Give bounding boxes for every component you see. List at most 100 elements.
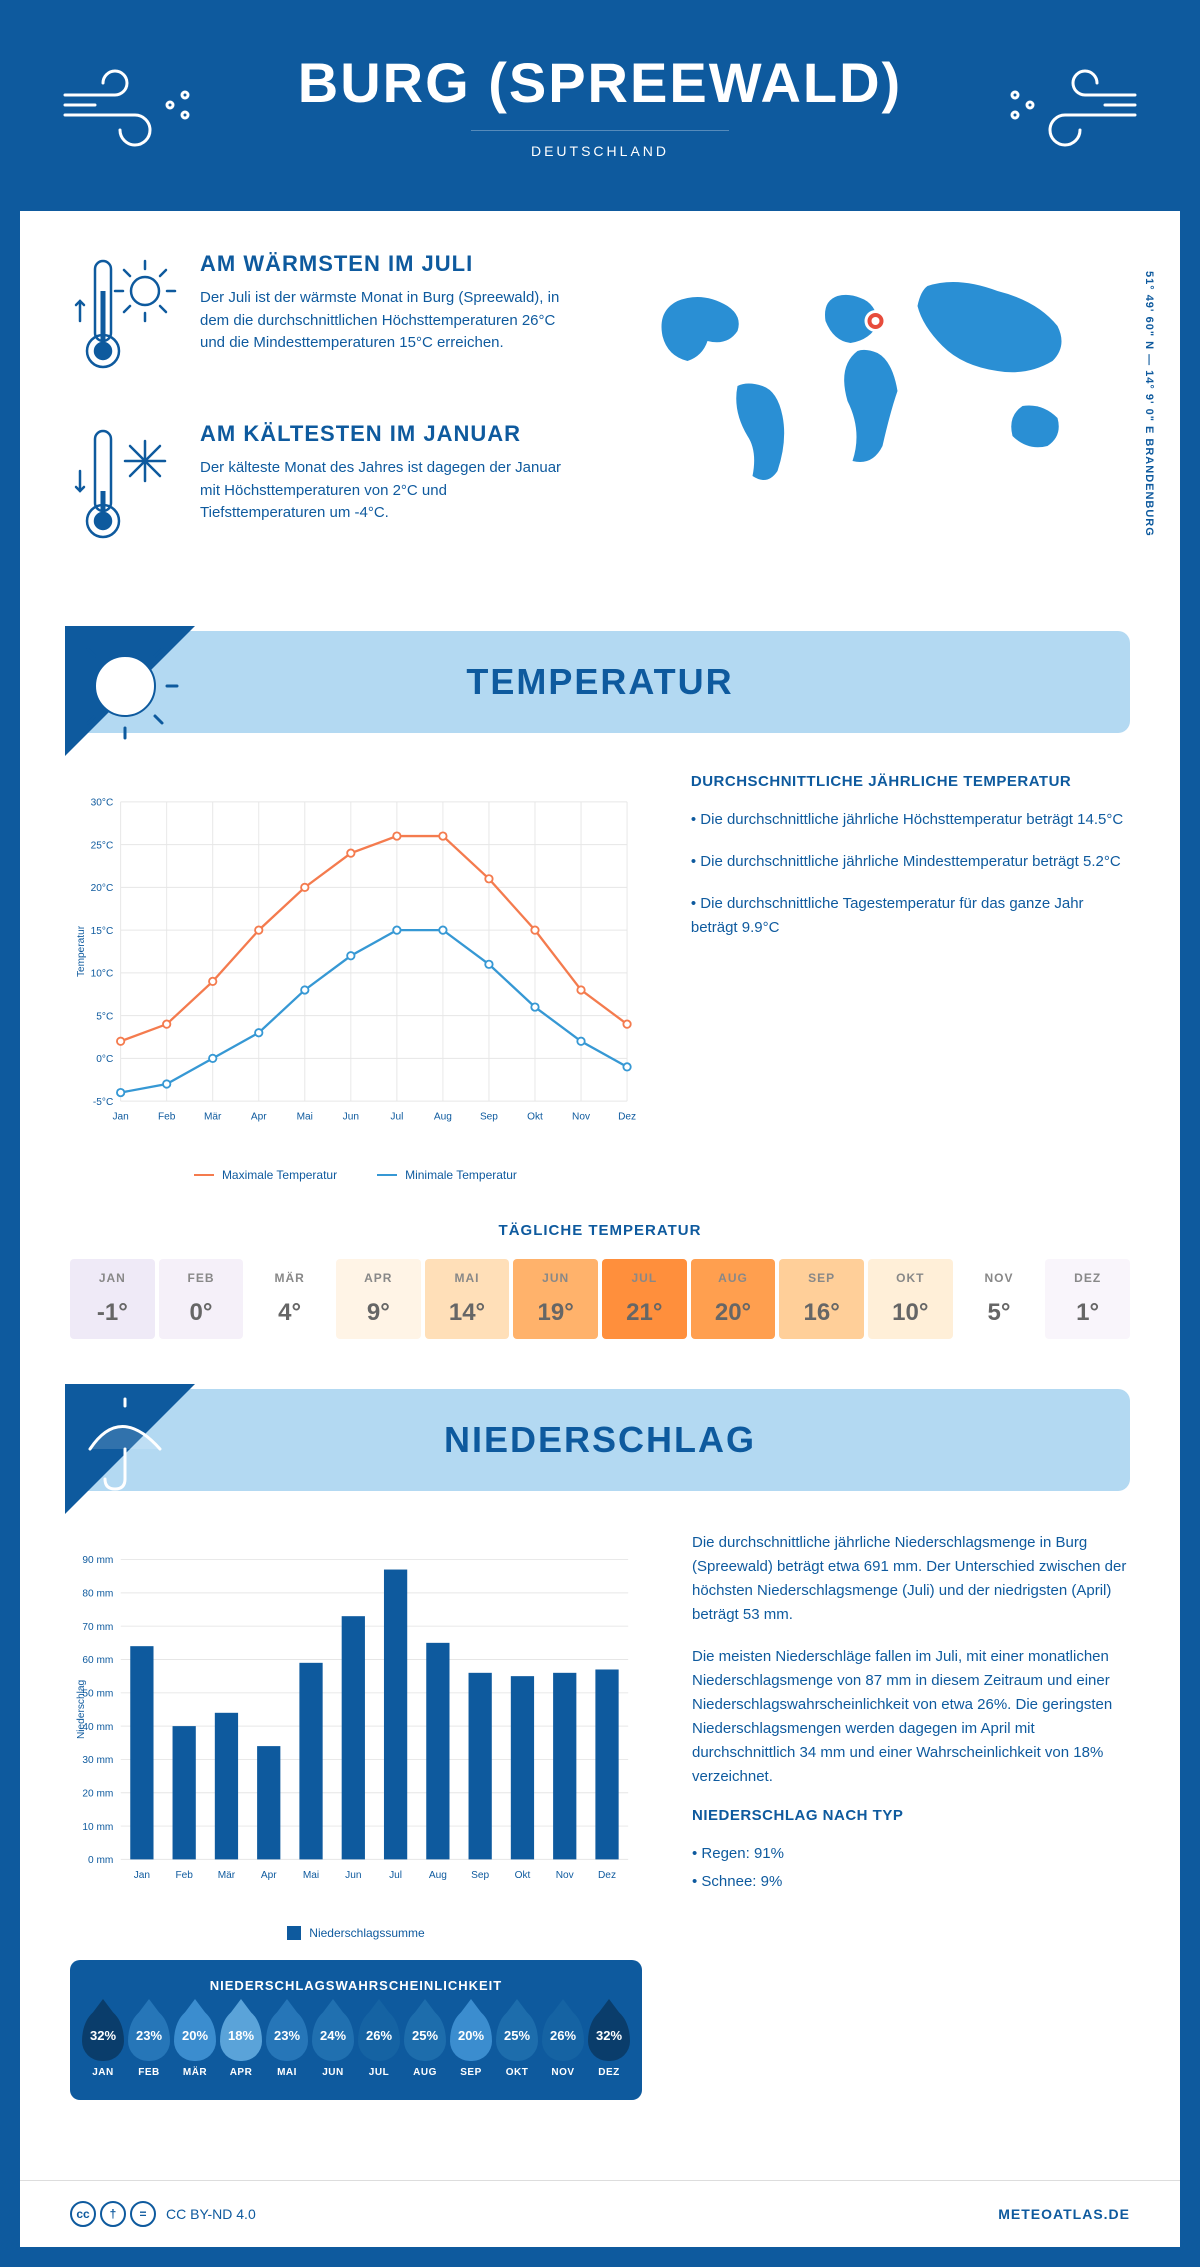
precipitation-bar-chart: 0 mm 10 mm 20 mm 30 mm 40 mm 50 mm 60 mm 70 mm 8… bbox=[70, 1531, 642, 1911]
precip-drop: 26%NOV bbox=[542, 2009, 584, 2078]
page-title: BURG (SPREEWALD) bbox=[40, 50, 1160, 115]
svg-text:30 mm: 30 mm bbox=[82, 1755, 113, 1766]
svg-text:Jun: Jun bbox=[343, 1112, 359, 1123]
header: BURG (SPREEWALD) DEUTSCHLAND bbox=[20, 20, 1180, 211]
warmest-fact: AM WÄRMSTEN IM JULI Der Juli ist der wär… bbox=[70, 251, 575, 386]
temperature-description: DURCHSCHNITTLICHE JÄHRLICHE TEMPERATUR •… bbox=[691, 773, 1130, 1182]
svg-text:Jul: Jul bbox=[389, 1870, 402, 1881]
precipitation-chart-row: 0 mm 10 mm 20 mm 30 mm 40 mm 50 mm 60 mm 70 mm 8… bbox=[70, 1531, 1130, 2100]
precip-chart-legend: Niederschlagssumme bbox=[70, 1926, 642, 1940]
temp-chart-legend: Maximale Temperatur Minimale Temperatur bbox=[70, 1168, 641, 1182]
cc-icons: cc † = bbox=[70, 2201, 156, 2227]
daily-temp-cell: OKT10° bbox=[868, 1259, 953, 1339]
svg-text:0°C: 0°C bbox=[96, 1054, 113, 1065]
warmest-title: AM WÄRMSTEN IM JULI bbox=[200, 251, 575, 277]
infographic-frame: BURG (SPREEWALD) DEUTSCHLAND bbox=[0, 0, 1200, 2267]
svg-text:Feb: Feb bbox=[175, 1870, 193, 1881]
precip-prob-title: NIEDERSCHLAGSWAHRSCHEINLICHKEIT bbox=[82, 1978, 630, 1993]
precip-type-2: • Schnee: 9% bbox=[692, 1870, 1130, 1894]
precip-drop: 18%APR bbox=[220, 2009, 262, 2078]
precip-drop: 23%MAI bbox=[266, 2009, 308, 2078]
daily-temp-cell: NOV5° bbox=[957, 1259, 1042, 1339]
footer: cc † = CC BY-ND 4.0 METEOATLAS.DE bbox=[20, 2180, 1180, 2247]
precip-drop: 32%DEZ bbox=[588, 2009, 630, 2078]
svg-text:Dez: Dez bbox=[598, 1870, 616, 1881]
svg-text:10 mm: 10 mm bbox=[82, 1822, 113, 1833]
coldest-text: Der kälteste Monat des Jahres ist dagege… bbox=[200, 457, 575, 525]
site-label: METEOATLAS.DE bbox=[998, 2206, 1130, 2222]
daily-temp-cell: AUG20° bbox=[691, 1259, 776, 1339]
precipitation-drops-grid: 32%JAN23%FEB20%MÄR18%APR23%MAI24%JUN26%J… bbox=[82, 2009, 630, 2078]
svg-text:90 mm: 90 mm bbox=[82, 1555, 113, 1566]
svg-text:20 mm: 20 mm bbox=[82, 1788, 113, 1799]
daily-temp-cell: APR9° bbox=[336, 1259, 421, 1339]
sun-icon bbox=[65, 626, 195, 756]
precip-para-1: Die durchschnittliche jährliche Niedersc… bbox=[692, 1531, 1130, 1627]
svg-text:70 mm: 70 mm bbox=[82, 1622, 113, 1633]
svg-text:Mär: Mär bbox=[218, 1870, 236, 1881]
by-icon: † bbox=[100, 2201, 126, 2227]
svg-text:Jan: Jan bbox=[134, 1870, 150, 1881]
svg-text:Dez: Dez bbox=[618, 1112, 636, 1123]
svg-text:Jun: Jun bbox=[345, 1870, 361, 1881]
svg-text:30°C: 30°C bbox=[91, 798, 114, 809]
precipitation-section-banner: NIEDERSCHLAG bbox=[70, 1389, 1130, 1491]
precip-drop: 32%JAN bbox=[82, 2009, 124, 2078]
wind-icon bbox=[1000, 60, 1140, 160]
svg-text:Okt: Okt bbox=[515, 1870, 531, 1881]
svg-text:Nov: Nov bbox=[556, 1870, 575, 1881]
coldest-title: AM KÄLTESTEN IM JANUAR bbox=[200, 421, 575, 447]
svg-text:60 mm: 60 mm bbox=[82, 1655, 113, 1666]
nd-icon: = bbox=[130, 2201, 156, 2227]
svg-text:0 mm: 0 mm bbox=[88, 1855, 113, 1866]
svg-text:80 mm: 80 mm bbox=[82, 1589, 113, 1600]
svg-text:Feb: Feb bbox=[158, 1112, 176, 1123]
svg-text:Niederschlag: Niederschlag bbox=[76, 1680, 87, 1739]
map-column: 51° 49' 60" N — 14° 9' 0" E BRANDENBURG bbox=[625, 251, 1130, 591]
thermometer-snow-icon bbox=[70, 421, 180, 551]
main-content: AM WÄRMSTEN IM JULI Der Juli ist der wär… bbox=[20, 211, 1180, 2180]
daily-temp-cell: MAI14° bbox=[425, 1259, 510, 1339]
daily-temp-cell: FEB0° bbox=[159, 1259, 244, 1339]
svg-text:Sep: Sep bbox=[480, 1112, 498, 1123]
legend-precip: Niederschlagssumme bbox=[309, 1926, 424, 1940]
temp-bullet-1: • Die durchschnittliche jährliche Höchst… bbox=[691, 808, 1130, 832]
svg-text:50 mm: 50 mm bbox=[82, 1689, 113, 1700]
wind-icon bbox=[60, 60, 200, 160]
umbrella-icon bbox=[65, 1384, 195, 1514]
precip-drop: 20%MÄR bbox=[174, 2009, 216, 2078]
precipitation-probability-box: NIEDERSCHLAGSWAHRSCHEINLICHKEIT 32%JAN23… bbox=[70, 1960, 642, 2100]
precip-para-2: Die meisten Niederschläge fallen im Juli… bbox=[692, 1645, 1130, 1789]
temperature-title: TEMPERATUR bbox=[90, 661, 1110, 703]
precipitation-title: NIEDERSCHLAG bbox=[90, 1419, 1110, 1461]
precip-drop: 20%SEP bbox=[450, 2009, 492, 2078]
svg-text:Sep: Sep bbox=[471, 1870, 489, 1881]
svg-text:Jul: Jul bbox=[390, 1112, 403, 1123]
country-label: DEUTSCHLAND bbox=[471, 130, 729, 159]
daily-temp-cell: SEP16° bbox=[779, 1259, 864, 1339]
precipitation-description: Die durchschnittliche jährliche Niedersc… bbox=[692, 1531, 1130, 2100]
thermometer-sun-icon bbox=[70, 251, 180, 381]
facts-column: AM WÄRMSTEN IM JULI Der Juli ist der wär… bbox=[70, 251, 575, 591]
legend-max: Maximale Temperatur bbox=[222, 1168, 337, 1182]
svg-text:40 mm: 40 mm bbox=[82, 1722, 113, 1733]
daily-temp-cell: MÄR4° bbox=[247, 1259, 332, 1339]
svg-text:-5°C: -5°C bbox=[93, 1097, 113, 1108]
svg-text:10°C: 10°C bbox=[91, 969, 114, 980]
daily-temperature-grid: JAN-1°FEB0°MÄR4°APR9°MAI14°JUN19°JUL21°A… bbox=[70, 1259, 1130, 1339]
coordinates-label: 51° 49' 60" N — 14° 9' 0" E BRANDENBURG bbox=[1143, 271, 1155, 537]
precip-drop: 23%FEB bbox=[128, 2009, 170, 2078]
precip-drop: 25%AUG bbox=[404, 2009, 446, 2078]
daily-temp-cell: DEZ1° bbox=[1045, 1259, 1130, 1339]
legend-min: Minimale Temperatur bbox=[405, 1168, 517, 1182]
svg-text:5°C: 5°C bbox=[96, 1011, 113, 1022]
svg-text:20°C: 20°C bbox=[91, 883, 114, 894]
svg-text:Nov: Nov bbox=[572, 1112, 591, 1123]
warmest-text: Der Juli ist der wärmste Monat in Burg (… bbox=[200, 287, 575, 355]
temp-desc-title: DURCHSCHNITTLICHE JÄHRLICHE TEMPERATUR bbox=[691, 773, 1130, 790]
cc-icon: cc bbox=[70, 2201, 96, 2227]
daily-temp-title: TÄGLICHE TEMPERATUR bbox=[70, 1222, 1130, 1239]
svg-text:Apr: Apr bbox=[251, 1112, 267, 1123]
intro-row: AM WÄRMSTEN IM JULI Der Juli ist der wär… bbox=[70, 251, 1130, 591]
svg-text:15°C: 15°C bbox=[91, 926, 114, 937]
